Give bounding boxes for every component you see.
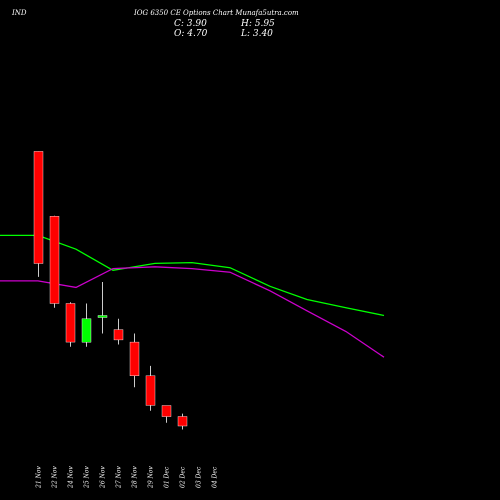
candle-body — [161, 405, 172, 417]
ema-line-1 — [0, 234, 385, 317]
candle-22-nov — [49, 215, 60, 308]
candle-25-nov — [81, 303, 92, 347]
candle-02-dec — [177, 413, 188, 430]
low-value: L: 3.40 — [241, 29, 273, 39]
x-tick-label: 03 Dec — [196, 466, 203, 488]
candle-body — [33, 151, 44, 264]
candle-28-nov — [129, 333, 140, 388]
x-tick-label: 02 Dec — [180, 466, 187, 488]
candle-body — [177, 416, 188, 427]
high-value: H: 5.95 — [241, 19, 275, 29]
candle-21-nov — [33, 151, 44, 277]
candle-01-dec — [161, 405, 172, 423]
candle-27-nov — [113, 318, 124, 345]
candle-body — [49, 215, 60, 304]
candle-body — [129, 341, 140, 377]
x-tick-label: 28 Nov — [132, 466, 139, 489]
candle-body — [113, 329, 124, 341]
open-value: O: 4.70 — [174, 29, 208, 39]
x-tick-label: 24 Nov — [68, 466, 75, 489]
x-tick-label: 21 Nov — [36, 466, 43, 489]
x-tick-label: 29 Nov — [148, 466, 155, 489]
candle-body — [65, 303, 76, 343]
candle-body — [81, 318, 92, 343]
candle-24-nov — [65, 302, 76, 347]
x-tick-label: 22 Nov — [52, 466, 59, 489]
x-tick-label: 25 Nov — [84, 466, 91, 489]
x-tick-label: 26 Nov — [100, 466, 107, 489]
candle-body — [145, 375, 156, 406]
candle-29-nov — [145, 365, 156, 411]
chart-symbol: IND — [12, 9, 27, 17]
candle-body — [97, 315, 108, 318]
candles — [33, 151, 188, 430]
x-tick-label: 27 Nov — [116, 466, 123, 489]
candle-26-nov — [97, 282, 108, 334]
x-tick-label: 04 Dec — [212, 466, 219, 488]
chart-title: IOG 6350 CE Options Chart Munafa5utra.co… — [134, 9, 299, 17]
x-axis: 21 Nov 22 Nov 24 Nov 25 Nov 26 Nov 27 Nov 28 N… — [36, 466, 219, 489]
ema-line-2 — [0, 266, 385, 358]
x-tick-label: 01 Dec — [164, 466, 171, 488]
ema-lines — [0, 234, 385, 358]
close-value: C: 3.90 — [174, 19, 207, 29]
